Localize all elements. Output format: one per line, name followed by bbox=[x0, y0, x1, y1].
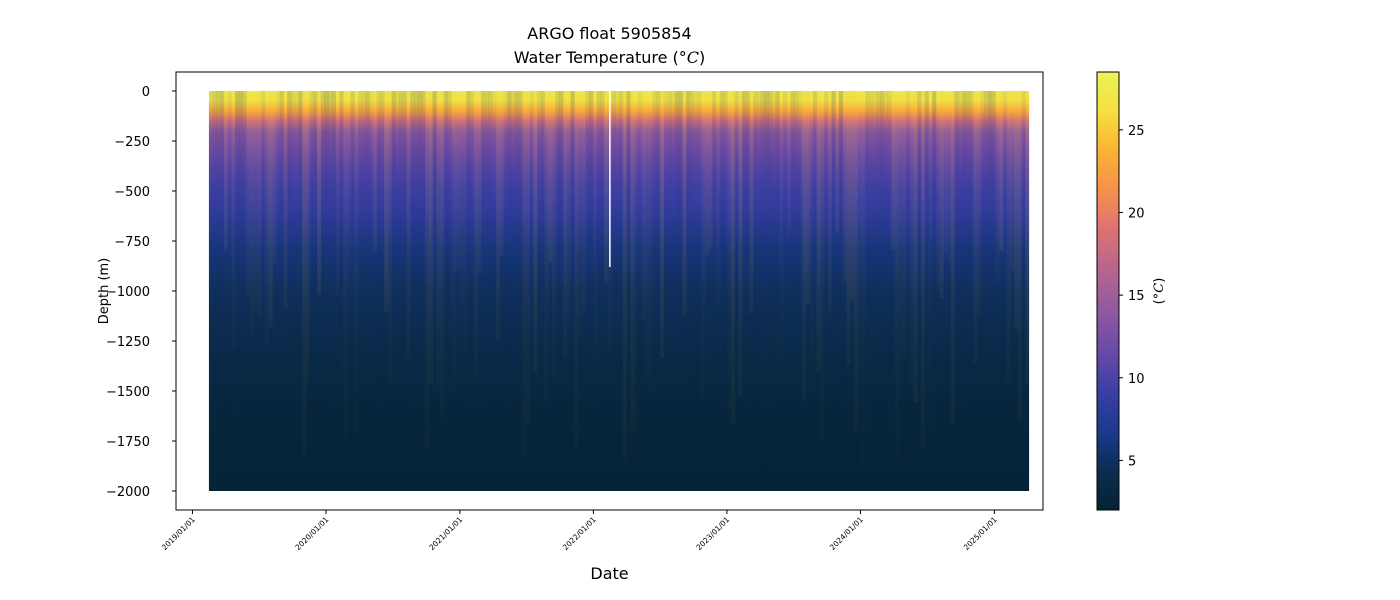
colorbar-tick-label: 20 bbox=[1128, 206, 1145, 221]
colorbar-label-unit: °C bbox=[1152, 283, 1167, 300]
colorbar-label: (°C) bbox=[1152, 278, 1167, 305]
colorbar-label-suffix: ) bbox=[1152, 278, 1167, 283]
x-tick-label: 2022/01/01 bbox=[561, 515, 598, 552]
y-tick-label: −1250 bbox=[106, 335, 150, 350]
x-tick-label: 2021/01/01 bbox=[427, 515, 464, 552]
x-tick-label: 2024/01/01 bbox=[828, 515, 865, 552]
colorbar-ticks: 5 10 15 20 25 bbox=[1119, 124, 1145, 469]
x-axis-label: Date bbox=[590, 564, 628, 583]
colorbar-tick-label: 25 bbox=[1128, 124, 1145, 139]
colorbar-tick-label: 5 bbox=[1128, 454, 1136, 469]
subtitle-unit: °C bbox=[678, 48, 700, 67]
y-tick-label: −250 bbox=[114, 135, 150, 150]
colorbar-tick-label: 15 bbox=[1128, 289, 1145, 304]
colorbar-tick-label: 10 bbox=[1128, 372, 1145, 387]
y-tick-label: −500 bbox=[114, 185, 150, 200]
colorbar-gradient bbox=[1096, 71, 1120, 511]
y-tick-label: −750 bbox=[114, 235, 150, 250]
y-tick-label: −1000 bbox=[106, 285, 150, 300]
chart-title: ARGO float 5905854 bbox=[527, 24, 692, 43]
chart-subtitle: Water Temperature (°C) bbox=[176, 48, 1043, 67]
colorbar: 5 10 15 20 25 (°C) bbox=[1096, 71, 1167, 511]
x-axis: 2019/01/01 2020/01/01 2021/01/01 2022/01/01… bbox=[160, 510, 999, 552]
x-tick-label: 2023/01/01 bbox=[694, 515, 731, 552]
x-tick-label: 2025/01/01 bbox=[962, 515, 999, 552]
y-tick-label: −2000 bbox=[106, 485, 150, 500]
colorbar-label-prefix: ( bbox=[1152, 299, 1167, 304]
plot-area bbox=[208, 91, 1030, 491]
subtitle-suffix: ) bbox=[699, 48, 706, 67]
temperature-heatmap bbox=[208, 91, 1030, 491]
x-tick-label: 2019/01/01 bbox=[160, 515, 197, 552]
y-tick-label: −1750 bbox=[106, 435, 150, 450]
y-tick-label: 0 bbox=[142, 85, 150, 100]
y-tick-label: −1500 bbox=[106, 385, 150, 400]
subtitle-prefix: Water Temperature ( bbox=[513, 48, 679, 67]
y-axis: 0 −250 −500 −750 −1000 −1250 −1500 −1750 −2000 bbox=[106, 85, 176, 500]
y-axis-label: Depth (m) bbox=[97, 258, 112, 325]
temperature-variation bbox=[208, 91, 1030, 469]
x-tick-label: 2020/01/01 bbox=[293, 515, 330, 552]
